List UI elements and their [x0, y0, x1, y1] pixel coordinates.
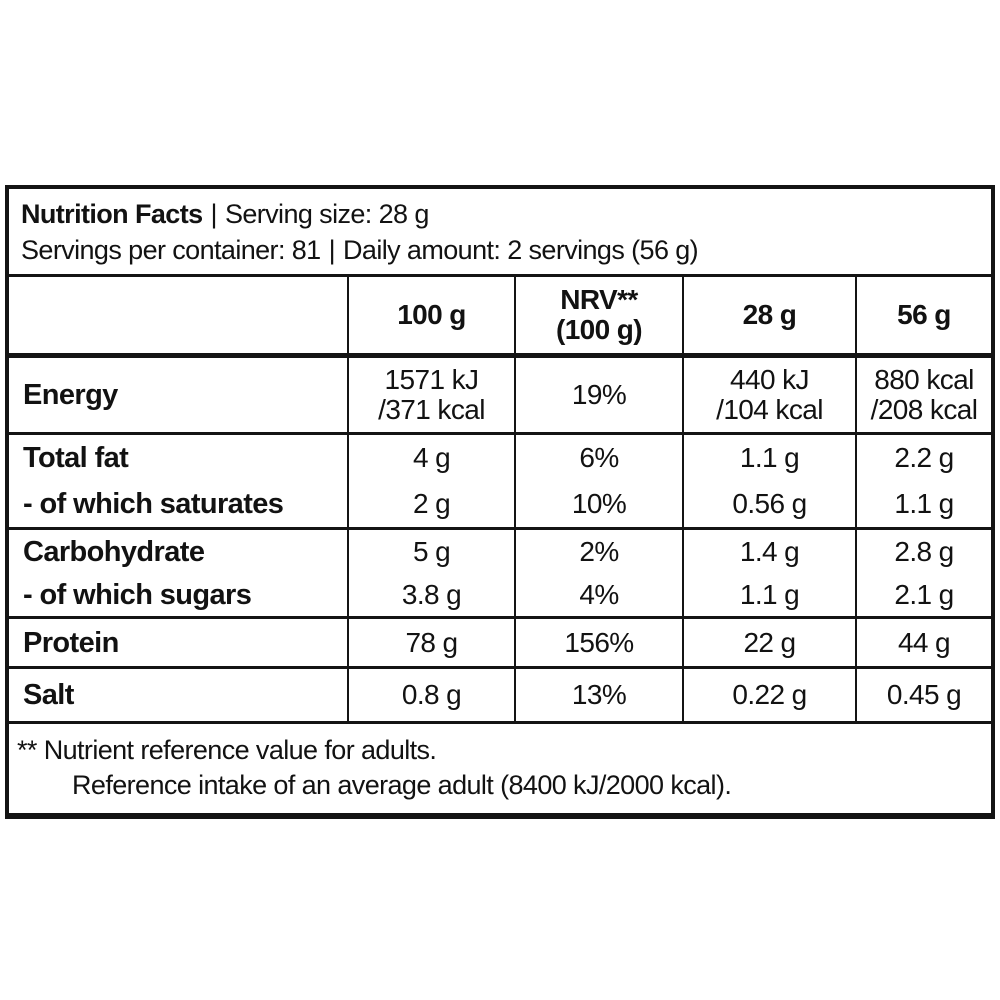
- row-label: Protein: [23, 626, 119, 659]
- value-56g: 2.2 g: [855, 435, 991, 481]
- value-28g: 1.4 g: [682, 530, 855, 573]
- value-100g: 1571 kJ /371 kcal: [347, 358, 514, 432]
- value-100g: 2 g: [347, 481, 514, 527]
- value-100g: 0.8 g: [347, 669, 514, 721]
- value-28g: 0.22 g: [682, 669, 855, 721]
- table-row-energy: Energy 1571 kJ /371 kcal 19% 440 kJ /104…: [9, 358, 991, 432]
- column-header-28g: 28 g: [682, 277, 855, 353]
- row-label: Carbohydrate: [23, 535, 205, 568]
- row-group-salt: Salt 0.8 g 13% 0.22 g 0.45 g: [9, 669, 991, 724]
- value-28g: 1.1 g: [682, 573, 855, 616]
- row-label: Energy: [23, 379, 118, 411]
- header-line-1: Nutrition Facts | Serving size: 28 g: [21, 196, 991, 232]
- table-row-total-fat: Total fat 4 g 6% 1.1 g 2.2 g: [9, 435, 991, 481]
- value-56g: 0.45 g: [855, 669, 991, 721]
- value-56g: 880 kcal /208 kcal: [855, 358, 991, 432]
- value-nrv: 10%: [514, 481, 682, 527]
- row-label: Total fat: [23, 442, 129, 474]
- footnote-line-1: ** Nutrient reference value for adults.: [17, 735, 437, 765]
- row-group-energy: Energy 1571 kJ /371 kcal 19% 440 kJ /104…: [9, 358, 991, 435]
- row-label: - of which saturates: [23, 488, 284, 520]
- column-header-empty: [9, 277, 347, 353]
- value-100g: 3.8 g: [347, 573, 514, 616]
- table-header: Nutrition Facts | Serving size: 28 g Servi…: [9, 189, 991, 277]
- value-28g: 22 g: [682, 619, 855, 666]
- column-header-100g: 100 g: [347, 277, 514, 353]
- column-header-56g: 56 g: [855, 277, 991, 353]
- table-row-carbohydrate: Carbohydrate 5 g 2% 1.4 g 2.8 g: [9, 530, 991, 573]
- column-header-nrv: NRV** (100 g): [514, 277, 682, 353]
- value-nrv: 2%: [514, 530, 682, 573]
- header-line-2: Servings per container: 81 | Daily amount:…: [21, 232, 991, 268]
- table-row-saturates: - of which saturates 2 g 10% 0.56 g 1.1 …: [9, 481, 991, 527]
- row-group-protein: Protein 78 g 156% 22 g 44 g: [9, 619, 991, 669]
- table-row-protein: Protein 78 g 156% 22 g 44 g: [9, 619, 991, 666]
- value-nrv: 13%: [514, 669, 682, 721]
- value-28g: 1.1 g: [682, 435, 855, 481]
- serving-size-text: Serving size: 28 g: [224, 199, 429, 229]
- servings-per-container-text: Servings per container: 81: [21, 235, 321, 265]
- value-28g: 440 kJ /104 kcal: [682, 358, 855, 432]
- table-row-salt: Salt 0.8 g 13% 0.22 g 0.45 g: [9, 669, 991, 721]
- row-label: Salt: [23, 679, 74, 711]
- row-label: - of which sugars: [23, 578, 252, 611]
- value-56g: 1.1 g: [855, 481, 991, 527]
- value-28g: 0.56 g: [682, 481, 855, 527]
- header-separator-1: |: [210, 199, 218, 229]
- value-nrv: 156%: [514, 619, 682, 666]
- row-group-carbohydrate: Carbohydrate 5 g 2% 1.4 g 2.8 g - of whi…: [9, 530, 991, 619]
- daily-amount-text: Daily amount: 2 servings (56 g): [343, 235, 699, 265]
- nutrition-facts-table: Nutrition Facts | Serving size: 28 g Servi…: [5, 185, 995, 819]
- value-nrv: 19%: [514, 358, 682, 432]
- value-nrv: 4%: [514, 573, 682, 616]
- column-header-row: 100 g NRV** (100 g) 28 g 56 g: [9, 277, 991, 358]
- footnote: ** Nutrient reference value for adults. …: [9, 724, 991, 813]
- table-row-sugars: - of which sugars 3.8 g 4% 1.1 g 2.1 g: [9, 573, 991, 616]
- row-group-fat: Total fat 4 g 6% 1.1 g 2.2 g - of which …: [9, 435, 991, 530]
- footnote-line-2: Reference intake of an average adult (84…: [72, 770, 732, 800]
- value-100g: 4 g: [347, 435, 514, 481]
- value-56g: 44 g: [855, 619, 991, 666]
- nutrition-facts-title: Nutrition Facts: [21, 199, 203, 229]
- value-100g: 78 g: [347, 619, 514, 666]
- value-100g: 5 g: [347, 530, 514, 573]
- value-56g: 2.8 g: [855, 530, 991, 573]
- value-56g: 2.1 g: [855, 573, 991, 616]
- value-nrv: 6%: [514, 435, 682, 481]
- header-separator-2: |: [328, 235, 336, 265]
